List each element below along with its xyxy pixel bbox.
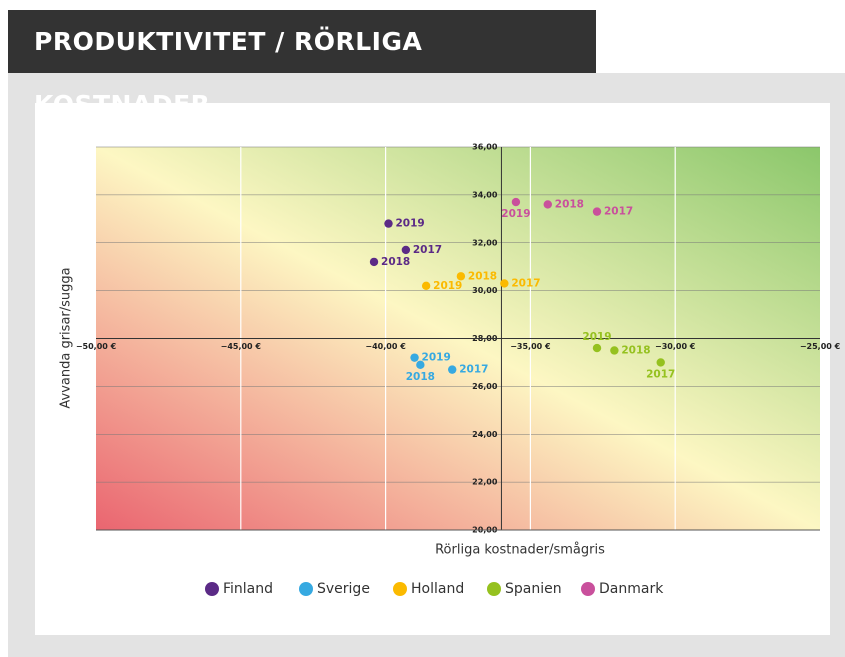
point xyxy=(421,281,431,291)
point-label: 2017 xyxy=(511,277,540,289)
y-tick-label: 30,00 xyxy=(472,286,498,295)
x-tick-label: −30,00 € xyxy=(655,342,696,351)
y-tick-label: 32,00 xyxy=(472,238,498,247)
point-label: 2017 xyxy=(604,206,633,218)
y-axis-title: Avvanda grisar/sugga xyxy=(59,267,74,408)
chart-title: PRODUKTIVITET / RÖRLIGA KOSTNADER xyxy=(8,10,596,119)
legend-marker xyxy=(299,582,313,596)
point-label: 2019 xyxy=(395,218,424,230)
point xyxy=(656,358,665,367)
legend-marker xyxy=(205,582,219,596)
x-tick-label: −35,00 € xyxy=(510,342,551,351)
y-tick-label: 26,00 xyxy=(472,382,498,391)
point-label: 2017 xyxy=(646,368,675,380)
legend-label: Sverige xyxy=(317,581,370,597)
x-tick-label: −40,00 € xyxy=(365,342,406,351)
point-label: 2018 xyxy=(621,344,650,356)
point-label: 2019 xyxy=(501,208,530,220)
point-label: 2019 xyxy=(582,331,611,343)
legend-label: Spanien xyxy=(505,581,562,597)
point-label: 2018 xyxy=(468,270,497,282)
x-axis-title: Rörliga kostnader/smågris xyxy=(435,543,605,558)
x-tick-label: −50,00 € xyxy=(76,342,117,351)
point xyxy=(416,360,425,370)
point xyxy=(369,257,379,267)
point-label: 2019 xyxy=(422,352,451,364)
x-tick-label: −25,00 € xyxy=(800,342,841,351)
point xyxy=(592,343,602,353)
y-tick-label: 36,00 xyxy=(472,143,498,152)
point xyxy=(448,365,457,374)
point xyxy=(456,272,466,281)
point xyxy=(384,219,393,228)
point-label: 2018 xyxy=(555,198,584,210)
point xyxy=(592,207,602,216)
point xyxy=(500,279,509,288)
point-label: 2017 xyxy=(413,244,442,256)
point-label: 2017 xyxy=(459,364,488,376)
point xyxy=(543,200,552,209)
x-tick-label: −45,00 € xyxy=(221,342,262,351)
point-label: 2019 xyxy=(433,280,462,292)
point xyxy=(511,197,521,207)
y-tick-label: 22,00 xyxy=(472,478,498,487)
point xyxy=(401,245,411,255)
point-label: 2018 xyxy=(381,256,410,268)
legend-label: Danmark xyxy=(599,581,664,597)
point xyxy=(610,346,619,355)
point-label: 2018 xyxy=(406,371,435,383)
y-tick-label: 24,00 xyxy=(472,430,498,439)
legend-marker xyxy=(393,582,407,596)
point xyxy=(410,353,419,362)
legend-label: Holland xyxy=(411,581,464,597)
y-tick-label: 34,00 xyxy=(472,190,498,199)
legend-label: Finland xyxy=(223,581,273,597)
legend-marker xyxy=(581,582,595,596)
legend-marker xyxy=(487,582,501,596)
